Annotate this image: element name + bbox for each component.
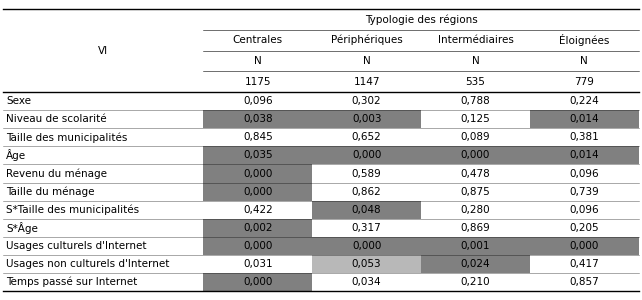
- Text: Sexe: Sexe: [6, 96, 31, 106]
- Bar: [421, 237, 530, 255]
- Bar: [204, 219, 312, 237]
- Bar: [204, 110, 312, 128]
- Text: 0,845: 0,845: [243, 132, 273, 142]
- Text: 0,000: 0,000: [569, 241, 599, 251]
- Text: 0,096: 0,096: [569, 169, 599, 178]
- Text: Périphériques: Périphériques: [331, 35, 403, 45]
- Text: 0,000: 0,000: [243, 277, 272, 287]
- Text: 0,788: 0,788: [461, 96, 490, 106]
- Text: N: N: [363, 56, 370, 66]
- Text: 0,003: 0,003: [352, 114, 381, 124]
- Bar: [312, 201, 421, 219]
- Text: 0,210: 0,210: [461, 277, 490, 287]
- Text: Taille du ménage: Taille du ménage: [6, 186, 95, 197]
- Text: Typologie des régions: Typologie des régions: [365, 14, 478, 25]
- Bar: [312, 237, 421, 255]
- Text: Centrales: Centrales: [233, 35, 283, 45]
- Bar: [312, 110, 421, 128]
- Text: S*Âge: S*Âge: [6, 222, 39, 234]
- Text: 0,000: 0,000: [243, 241, 272, 251]
- Text: 0,422: 0,422: [243, 205, 273, 215]
- Text: 0,652: 0,652: [352, 132, 381, 142]
- Text: N: N: [580, 56, 588, 66]
- Text: N: N: [472, 56, 480, 66]
- Bar: [530, 146, 639, 164]
- Text: 0,478: 0,478: [461, 169, 490, 178]
- Text: 0,224: 0,224: [569, 96, 599, 106]
- Text: 0,000: 0,000: [243, 169, 272, 178]
- Text: 0,302: 0,302: [352, 96, 381, 106]
- Text: 0,125: 0,125: [461, 114, 490, 124]
- Bar: [204, 237, 312, 255]
- Text: Éloignées: Éloignées: [559, 34, 609, 46]
- Text: 0,096: 0,096: [243, 96, 273, 106]
- Text: 0,024: 0,024: [461, 259, 490, 269]
- Text: 0,031: 0,031: [243, 259, 273, 269]
- Text: VI: VI: [98, 46, 108, 56]
- Text: 0,000: 0,000: [461, 150, 490, 161]
- Bar: [204, 146, 312, 164]
- Bar: [204, 164, 312, 182]
- Text: 0,034: 0,034: [352, 277, 381, 287]
- Text: 0,739: 0,739: [569, 187, 599, 196]
- Text: N: N: [254, 56, 262, 66]
- Bar: [312, 255, 421, 273]
- Text: 0,002: 0,002: [243, 223, 273, 233]
- Bar: [530, 237, 639, 255]
- Text: 0,001: 0,001: [461, 241, 490, 251]
- Text: 0,205: 0,205: [569, 223, 599, 233]
- Text: Âge: Âge: [6, 149, 26, 161]
- Text: 0,000: 0,000: [243, 187, 272, 196]
- Text: 0,869: 0,869: [461, 223, 490, 233]
- Bar: [312, 146, 421, 164]
- Text: Taille des municipalités: Taille des municipalités: [6, 132, 128, 142]
- Text: Intermédiaires: Intermédiaires: [438, 35, 514, 45]
- Text: 0,000: 0,000: [352, 150, 381, 161]
- Bar: [530, 110, 639, 128]
- Text: 779: 779: [575, 77, 594, 87]
- Text: 0,053: 0,053: [352, 259, 381, 269]
- Text: 0,035: 0,035: [243, 150, 273, 161]
- Text: Temps passé sur Internet: Temps passé sur Internet: [6, 277, 137, 287]
- Text: S*Taille des municipalités: S*Taille des municipalités: [6, 204, 139, 215]
- Text: 0,857: 0,857: [569, 277, 599, 287]
- Text: 0,381: 0,381: [569, 132, 599, 142]
- Text: 0,000: 0,000: [352, 241, 381, 251]
- Text: 0,280: 0,280: [461, 205, 490, 215]
- Text: Revenu du ménage: Revenu du ménage: [6, 168, 107, 179]
- Text: 0,096: 0,096: [569, 205, 599, 215]
- Bar: [204, 273, 312, 291]
- Text: 0,038: 0,038: [243, 114, 273, 124]
- Text: 0,875: 0,875: [461, 187, 490, 196]
- Text: 0,589: 0,589: [352, 169, 381, 178]
- Text: 0,317: 0,317: [352, 223, 381, 233]
- Text: 0,014: 0,014: [569, 150, 599, 161]
- Text: Usages culturels d'Internet: Usages culturels d'Internet: [6, 241, 147, 251]
- Text: 0,014: 0,014: [569, 114, 599, 124]
- Text: 0,048: 0,048: [352, 205, 381, 215]
- Text: 535: 535: [465, 77, 485, 87]
- Text: 0,089: 0,089: [461, 132, 490, 142]
- Text: 1147: 1147: [354, 77, 380, 87]
- Text: Usages non culturels d'Internet: Usages non culturels d'Internet: [6, 259, 169, 269]
- Text: 0,417: 0,417: [569, 259, 599, 269]
- Bar: [204, 182, 312, 201]
- Text: 0,862: 0,862: [352, 187, 381, 196]
- Text: 1175: 1175: [245, 77, 271, 87]
- Bar: [421, 146, 530, 164]
- Bar: [421, 255, 530, 273]
- Text: Niveau de scolarité: Niveau de scolarité: [6, 114, 107, 124]
